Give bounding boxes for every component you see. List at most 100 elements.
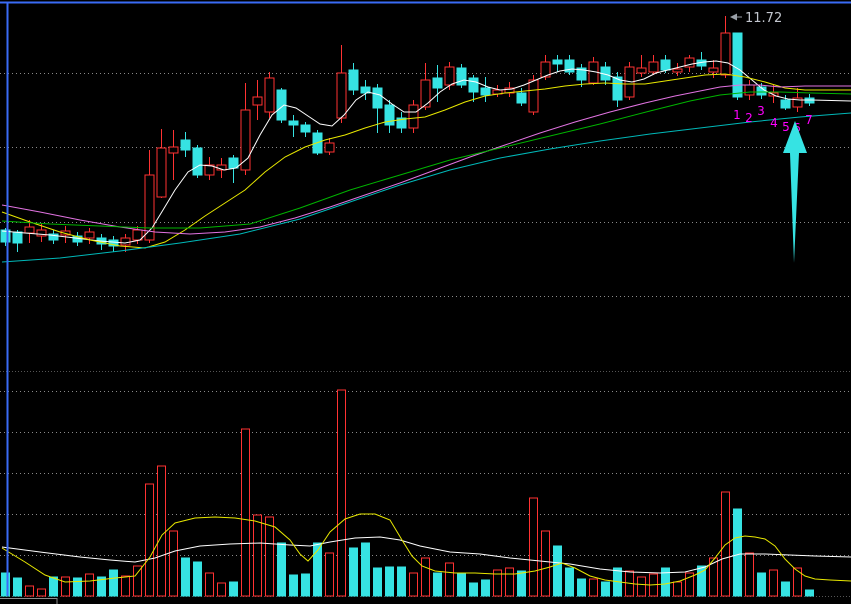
candle-body [180,139,191,151]
candle [168,130,179,180]
volume-bar [601,581,610,597]
candle-body [648,61,659,73]
volume-pane[interactable] [0,389,851,597]
candle-body [240,109,251,171]
candle-body [300,124,311,133]
candle [348,63,359,95]
candle-body [720,32,731,76]
candle-body [744,84,755,96]
candle-body [132,229,143,241]
volume-bar [721,491,730,597]
candle-body [264,77,275,113]
sequence-label: 4 [770,116,778,130]
candle [732,32,743,100]
volume-bar [745,552,754,597]
volume-ma-lines [1,513,851,586]
candle-body [372,87,383,109]
candle [720,16,731,78]
candle-body [48,233,59,241]
candle [84,228,95,244]
candle-body [156,147,167,198]
volume-bar [769,569,778,597]
candle-body [396,117,407,129]
candle-body [576,67,587,81]
callout-text: 11.72 [745,11,782,26]
candle-body [480,87,491,96]
candle [636,55,647,77]
buy-signal-arrow-icon [783,121,807,263]
sequence-label: 7 [805,113,813,127]
volume-bar [565,567,574,597]
next-pane-corner [0,598,58,604]
candle [204,157,215,180]
volume-bar [793,567,802,597]
candle [696,52,707,70]
candle-body [24,226,35,234]
volume-bar [49,576,58,597]
sequence-label: 3 [757,104,765,118]
volume-bar [73,577,82,597]
volume-bar [757,572,766,597]
candle [420,63,431,110]
volume-bar [193,561,202,597]
candle-body [672,68,683,73]
volume-bar [697,565,706,597]
price-callout: 11.72 [730,11,782,26]
candle-body [564,59,575,73]
volume-bar [61,576,70,597]
up-arrow-icon [783,121,807,263]
candle-body [12,231,23,244]
price-pane[interactable]: 11.72 1234567 [0,11,851,372]
volume-bar [733,508,742,597]
candle [192,145,203,178]
candle-body [552,59,563,65]
candle [528,75,539,115]
candle [396,112,407,133]
candles [0,16,815,252]
candle-body [168,146,179,154]
volume-bar [289,574,298,597]
volume-bar [385,566,394,597]
candle [360,80,371,100]
candle-body [732,32,743,98]
candle-body [0,229,11,243]
candle [672,63,683,76]
ma60-line [1,112,851,263]
candle-body [348,69,359,91]
candle-body [336,72,347,119]
volume-bar [301,573,310,597]
volume-bars [1,389,814,597]
sequence-label: 2 [745,111,753,125]
volume-bar [97,576,106,597]
volume-bar [805,589,814,597]
volume-bar [673,581,682,597]
volume-bar [409,572,418,597]
candle-body [792,97,803,108]
volume-bar [553,545,562,597]
candle-body [288,120,299,126]
volume-bar [373,567,382,597]
candle-body [660,59,671,71]
callout-arrowhead-icon [730,13,737,21]
volume-bar [133,565,142,597]
candle-body [324,142,335,153]
volume-bar [37,588,46,597]
volume-bar [349,547,358,597]
volume-bar [481,579,490,597]
candle [708,60,719,78]
candle-body [384,104,395,126]
candle [384,100,395,133]
volume-bar [685,572,694,597]
candle [324,138,335,155]
candle [564,55,575,75]
candle-body [708,67,719,73]
volume-bar [1,572,10,597]
candle-body [144,174,155,241]
ma30-line [1,91,851,229]
candle [480,77,491,102]
candle [552,55,563,72]
volume-bar [121,575,130,597]
